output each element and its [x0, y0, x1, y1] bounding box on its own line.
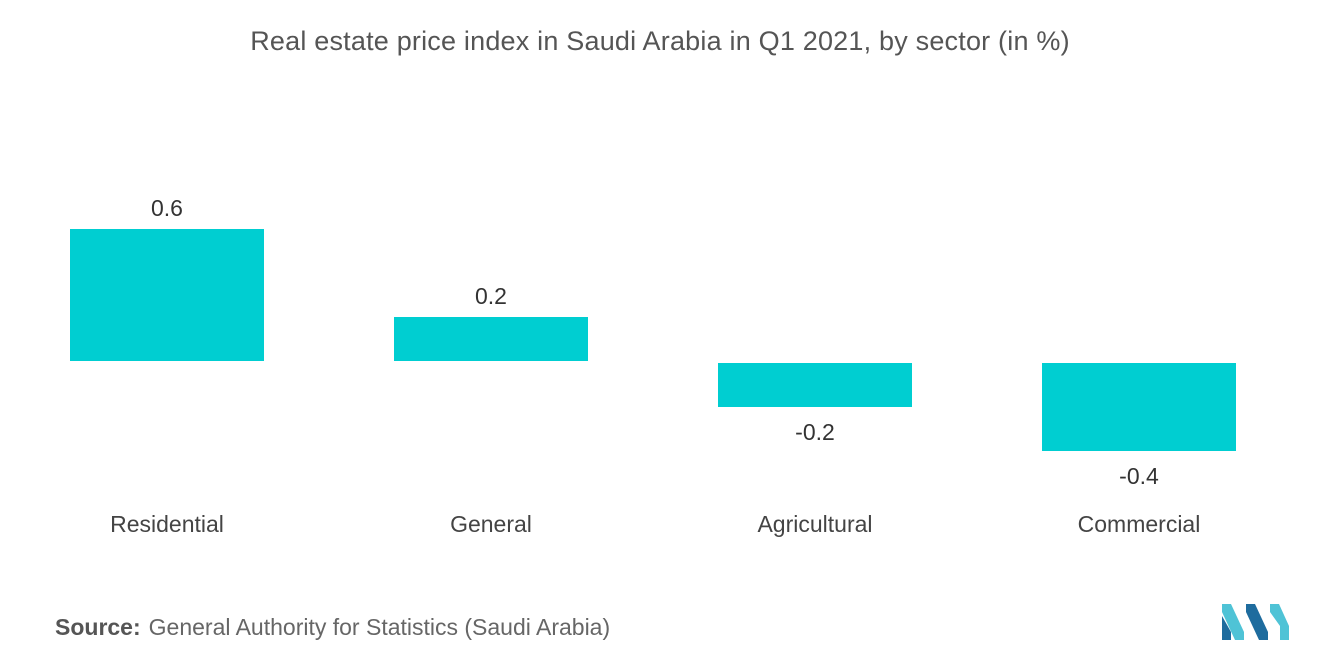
bars-group: [70, 229, 1236, 451]
category-label-agricultural: Agricultural: [757, 511, 872, 537]
category-labels-group: Residential General Agricultural Commercial: [110, 511, 1200, 537]
bar-general: [394, 317, 588, 361]
source-text: General Authority for Statistics (Saudi …: [148, 614, 611, 640]
logo-shape-mid: [1246, 604, 1268, 640]
value-label-general: 0.2: [475, 283, 507, 309]
category-label-residential: Residential: [110, 511, 224, 537]
value-label-commercial: -0.4: [1119, 463, 1159, 489]
value-label-residential: 0.6: [151, 195, 183, 221]
chart-title: Real estate price index in Saudi Arabia …: [250, 26, 1070, 56]
value-labels-group: 0.6 0.2 -0.2 -0.4: [151, 195, 1159, 489]
category-label-commercial: Commercial: [1078, 511, 1201, 537]
mordor-intelligence-logo-icon: [1222, 604, 1289, 640]
source-note: Source: General Authority for Statistics …: [55, 614, 610, 641]
bar-residential: [70, 229, 264, 361]
value-label-agricultural: -0.2: [795, 419, 835, 445]
category-label-general: General: [450, 511, 532, 537]
logo-shape-left-dark: [1222, 616, 1231, 640]
bar-agricultural: [718, 363, 912, 407]
logo-shape-left: [1222, 604, 1244, 640]
bar-commercial: [1042, 363, 1236, 451]
source-label: Source:: [55, 614, 141, 640]
logo-shape-right: [1270, 604, 1289, 640]
